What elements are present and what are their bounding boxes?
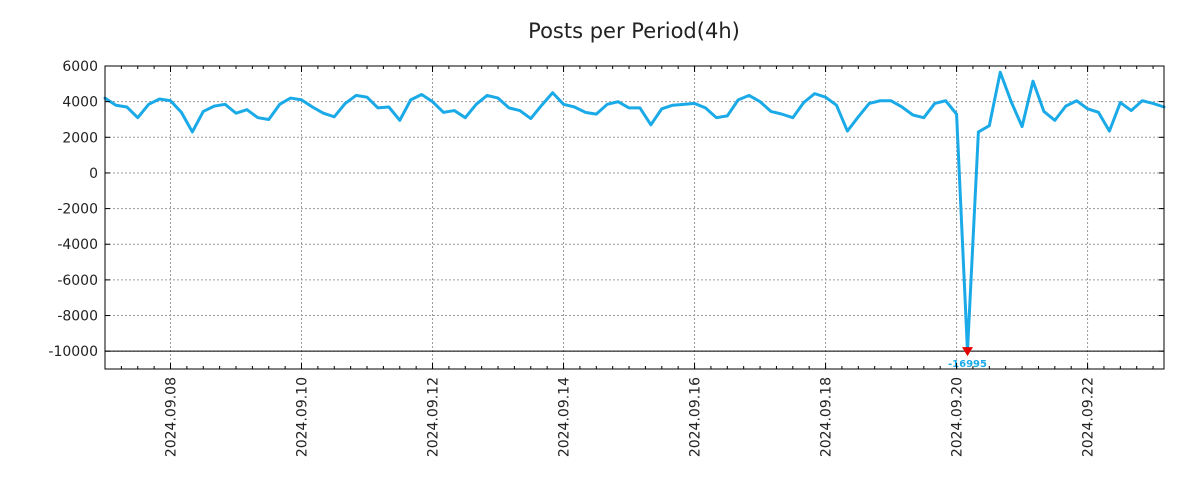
series-line xyxy=(103,70,1166,353)
y-tick-label: -2000 xyxy=(57,202,98,218)
min-annotation-label: -16995 xyxy=(948,359,987,370)
x-tick-label: 2024.09.16 xyxy=(688,377,704,457)
annotation-layer: -16995 xyxy=(948,347,987,370)
x-tick-label: 2024.09.14 xyxy=(557,377,573,457)
x-tick-label: 2024.09.08 xyxy=(164,377,180,457)
series-layer xyxy=(103,70,1166,353)
y-tick-label: 4000 xyxy=(62,95,98,111)
chart-title: Posts per Period(4h) xyxy=(528,19,740,43)
x-tick-label: 2024.09.22 xyxy=(1081,377,1097,457)
y-tick-label: -8000 xyxy=(57,309,98,325)
y-tick-label: -6000 xyxy=(57,273,98,289)
y-tick-label: -10000 xyxy=(48,344,98,360)
min-marker xyxy=(961,347,973,357)
y-tick-label: 2000 xyxy=(62,130,98,146)
y-axis-ticks: 6000 4000 2000 0 -2000 -4000 -6000 -8000 -10000 xyxy=(48,59,1164,360)
plot-frame xyxy=(104,65,1165,370)
x-tick-label: 2024.09.20 xyxy=(950,377,966,457)
x-tick-label: 2024.09.12 xyxy=(426,377,442,457)
x-tick-label: 2024.09.10 xyxy=(295,377,311,457)
grid-lines xyxy=(105,65,1164,369)
y-tick-label: 6000 xyxy=(62,59,98,75)
y-tick-label: -4000 xyxy=(57,237,98,253)
y-tick-label: 0 xyxy=(89,166,98,182)
x-axis-ticks: 2024.09.08 2024.09.10 2024.09.12 2024.09.14… xyxy=(120,66,1154,457)
x-tick-label: 2024.09.18 xyxy=(819,377,835,457)
